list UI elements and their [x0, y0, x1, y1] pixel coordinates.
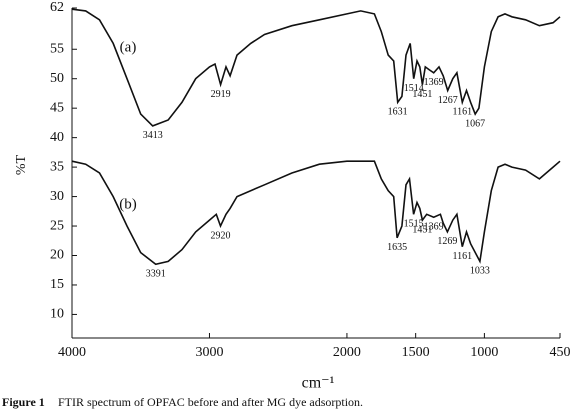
- peak-label: 1269: [437, 236, 457, 247]
- x-tick-label: 2000: [333, 345, 361, 360]
- spectrum-line: [71, 160, 561, 266]
- y-axis-label: %T: [14, 154, 29, 175]
- x-tick-label: 450: [550, 345, 571, 360]
- peak-label: 1451: [412, 224, 432, 235]
- peak-label: 1369: [424, 77, 444, 88]
- x-tick-label: 3000: [195, 345, 223, 360]
- peak-label: 1451: [412, 89, 432, 100]
- series-label: (b): [119, 196, 137, 212]
- y-tick-label: 30: [50, 189, 64, 204]
- caption-label: Figure 1: [2, 395, 45, 409]
- peak-label: 1631: [388, 107, 408, 118]
- series-label: (a): [120, 39, 137, 55]
- spectrum-line: [71, 8, 561, 127]
- peak-label: 1267: [438, 95, 458, 106]
- y-tick-label: 50: [50, 71, 64, 86]
- peak-label: 1635: [387, 242, 407, 253]
- y-tick-label: 62: [50, 0, 64, 15]
- x-tick-label: 1500: [402, 345, 430, 360]
- y-tick-label: 15: [50, 277, 64, 292]
- y-tick-label: 35: [50, 159, 64, 174]
- peak-label: 1514: [404, 83, 424, 94]
- caption: FTIR spectrum of OPFAC before and after …: [58, 395, 363, 409]
- y-tick-label: 20: [50, 248, 64, 263]
- peak-label: 1369: [424, 221, 444, 232]
- peak-label: 2920: [210, 230, 230, 241]
- peak-label: 1161: [452, 107, 472, 118]
- y-tick-label: 45: [50, 100, 64, 115]
- peak-label: 1161: [452, 251, 472, 262]
- peak-label: 1067: [465, 118, 485, 129]
- y-tick-label: 10: [50, 307, 64, 322]
- y-tick-label: 55: [50, 41, 64, 56]
- peak-label: 1033: [470, 266, 490, 277]
- peak-label: 3391: [146, 269, 166, 280]
- peak-label: 1515: [404, 219, 424, 230]
- x-axis-label: cm⁻¹: [302, 375, 335, 392]
- y-tick-label: 25: [50, 218, 64, 233]
- peak-label: 3413: [143, 130, 163, 141]
- peak-label: 2919: [211, 89, 231, 100]
- x-tick-label: 1000: [470, 345, 498, 360]
- x-tick-label: 4000: [58, 345, 86, 360]
- y-tick-label: 40: [50, 130, 64, 145]
